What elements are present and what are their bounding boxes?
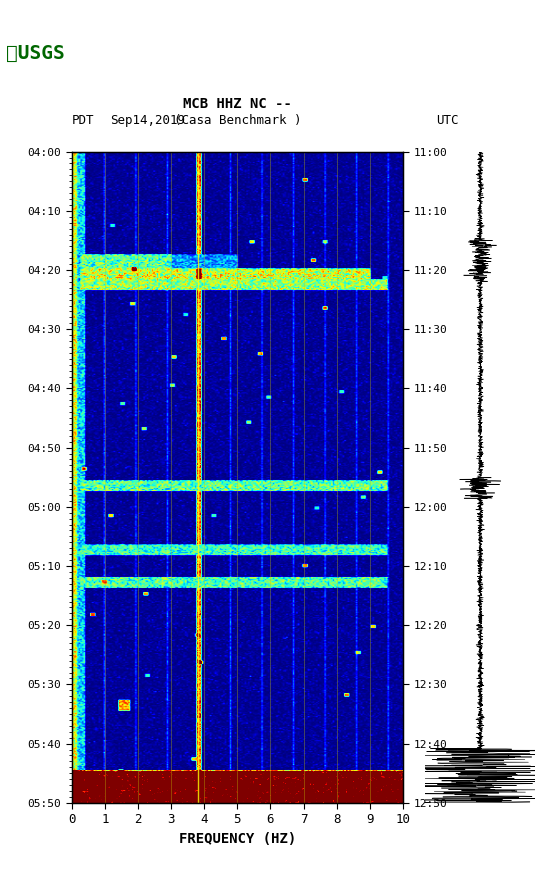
Text: ⊿USGS: ⊿USGS xyxy=(6,44,64,63)
Text: UTC: UTC xyxy=(436,113,458,127)
X-axis label: FREQUENCY (HZ): FREQUENCY (HZ) xyxy=(179,831,296,846)
Text: PDT: PDT xyxy=(72,113,94,127)
Text: (Casa Benchmark ): (Casa Benchmark ) xyxy=(174,113,301,127)
Text: Sep14,2019: Sep14,2019 xyxy=(110,113,185,127)
Text: MCB HHZ NC --: MCB HHZ NC -- xyxy=(183,97,292,112)
